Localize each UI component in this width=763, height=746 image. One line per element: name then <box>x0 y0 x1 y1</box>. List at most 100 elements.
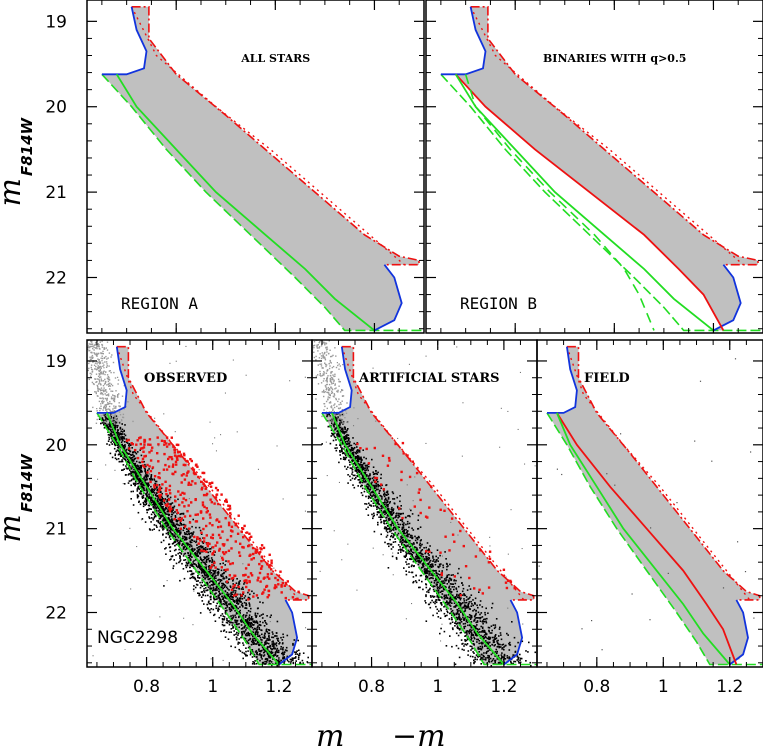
field-dot <box>114 418 116 420</box>
ms-star-point <box>152 490 155 493</box>
ms-star-point <box>436 589 438 592</box>
binary-star-point <box>172 463 175 466</box>
ms-star-point <box>191 539 194 541</box>
ms-star-point <box>137 474 139 477</box>
ms-star-point <box>121 444 123 446</box>
binary-star-point <box>158 472 161 475</box>
ms-star-point <box>249 653 252 656</box>
field-dot <box>304 376 306 378</box>
ms-star-point <box>259 659 261 662</box>
binary-star-point <box>223 552 226 556</box>
ms-star-point <box>127 461 129 464</box>
binary-star-point <box>277 583 280 586</box>
ms-star-point <box>400 551 402 553</box>
ms-star-point <box>103 424 105 426</box>
binary-star-point <box>236 532 240 535</box>
binary-star-point <box>250 558 253 561</box>
binary-star-point <box>190 459 193 463</box>
bright-star-point <box>87 369 89 372</box>
ms-star-point <box>182 535 184 538</box>
ms-star-point <box>185 564 187 567</box>
ms-star-point <box>250 616 253 618</box>
ms-star-point <box>132 459 135 461</box>
bright-star-point <box>115 419 117 422</box>
lower-green-edge <box>440 73 763 332</box>
ms-star-point <box>147 485 149 488</box>
bright-star-point <box>100 387 103 389</box>
ms-star-point <box>444 585 446 588</box>
ms-star-point <box>292 642 294 645</box>
ms-star-point <box>225 613 227 615</box>
ms-star-point <box>169 530 172 533</box>
ms-star-point <box>407 515 409 517</box>
ms-star-point <box>168 513 170 516</box>
ms-star-point <box>429 606 432 609</box>
ms-star-point <box>478 640 481 642</box>
ms-star-point <box>153 507 155 509</box>
binary-star-point <box>142 446 146 449</box>
binary-star-point <box>211 553 214 556</box>
bright-star-point <box>87 348 89 350</box>
ms-star-point <box>151 488 153 490</box>
ms-star-point <box>115 441 118 444</box>
ms-star-point <box>234 646 237 649</box>
ms-star-point <box>352 474 355 477</box>
ms-star-point <box>336 420 338 422</box>
ms-star-point <box>174 511 176 513</box>
ms-star-point <box>117 429 119 431</box>
ms-star-point <box>517 656 520 659</box>
ms-star-point <box>289 662 292 664</box>
ms-star-point <box>253 661 255 664</box>
ms-star-point <box>249 650 252 653</box>
ms-star-point <box>244 595 247 597</box>
ms-star-point <box>256 656 258 658</box>
bright-star-point <box>87 346 89 349</box>
binary-star-point <box>177 454 181 458</box>
ms-star-point <box>101 422 104 424</box>
binary-star-point <box>185 474 188 477</box>
ms-star-point <box>232 598 234 601</box>
ms-star-point <box>212 601 215 603</box>
ms-star-point <box>480 631 483 633</box>
ms-star-point <box>401 548 403 551</box>
binary-star-point <box>242 546 245 549</box>
ms-star-point <box>214 589 217 592</box>
ms-star-point <box>205 582 208 584</box>
bright-star-point <box>114 414 116 416</box>
ms-star-point <box>429 595 432 597</box>
ms-star-point <box>141 497 144 499</box>
ms-star-point <box>209 585 211 587</box>
ms-star-point <box>221 618 224 620</box>
bright-star-point <box>106 408 108 411</box>
ms-star-point <box>426 542 429 544</box>
ms-star-point <box>385 522 388 525</box>
field-dot <box>257 468 259 470</box>
y-tick-label: 20 <box>45 436 67 456</box>
ms-star-point <box>359 463 362 466</box>
ms-star-point <box>130 474 133 477</box>
ms-star-point <box>212 581 214 584</box>
ms-star-point <box>426 559 428 562</box>
ms-star-point <box>402 539 404 541</box>
ms-star-point <box>280 646 282 648</box>
ms-star-point <box>147 475 149 478</box>
ms-star-point <box>399 513 402 516</box>
ms-star-point <box>496 640 498 642</box>
ms-star-point <box>443 582 446 584</box>
ms-star-point <box>145 500 148 503</box>
ms-star-point <box>240 624 243 626</box>
ms-star-point <box>358 449 361 452</box>
ms-star-point <box>191 532 193 534</box>
ms-star-point <box>470 617 472 619</box>
ms-star-point <box>234 600 236 603</box>
bright-star-point <box>96 347 98 350</box>
ms-star-point <box>400 505 402 507</box>
ms-star-point <box>125 441 128 443</box>
ms-star-point <box>484 632 487 634</box>
ms-star-point <box>207 574 209 577</box>
ms-star-point <box>400 512 403 515</box>
ms-star-point <box>459 593 462 595</box>
binary-star-point <box>197 537 200 540</box>
axis-ticks <box>426 0 763 333</box>
binary-star-point <box>162 499 166 502</box>
